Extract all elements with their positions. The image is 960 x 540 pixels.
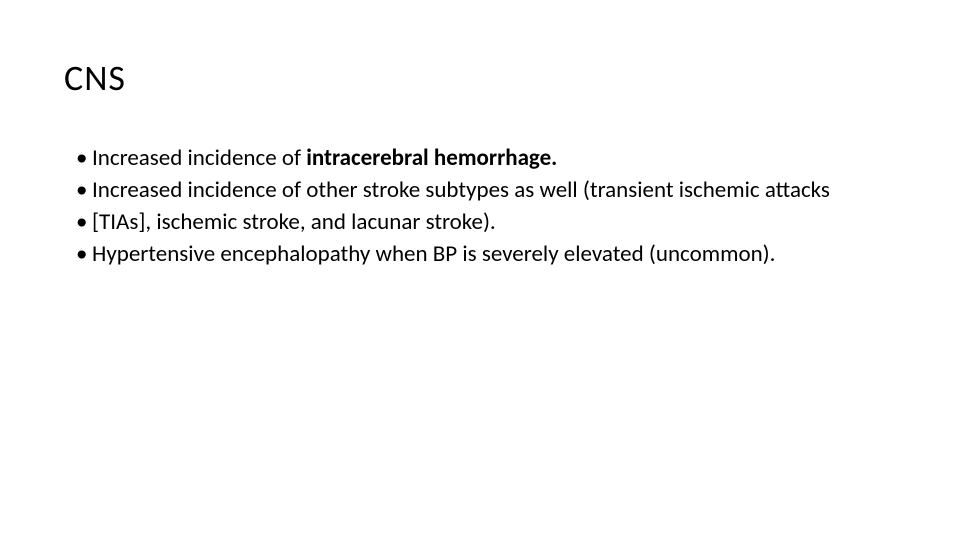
slide-title: CNS (64, 56, 896, 100)
bullet-text-prefix: Hypertensive encephalopathy when BP is s… (92, 240, 775, 268)
bullet-item: [TIAs], ischemic stroke, and lacunar str… (76, 208, 896, 238)
bullet-item: Hypertensive encephalopathy when BP is s… (76, 240, 896, 270)
bullet-item: Increased incidence of other stroke subt… (76, 176, 896, 206)
bullet-text-bold: intracerebral hemorrhage. (306, 144, 557, 172)
bullet-text-prefix: Increased incidence of (92, 144, 306, 172)
bullet-text-prefix: [TIAs], ischemic stroke, and lacunar str… (92, 208, 496, 236)
bullet-list: Increased incidence of intracerebral hem… (64, 144, 896, 270)
bullet-item: Increased incidence of intracerebral hem… (76, 144, 896, 174)
bullet-text-prefix: Increased incidence of other stroke subt… (92, 176, 830, 204)
